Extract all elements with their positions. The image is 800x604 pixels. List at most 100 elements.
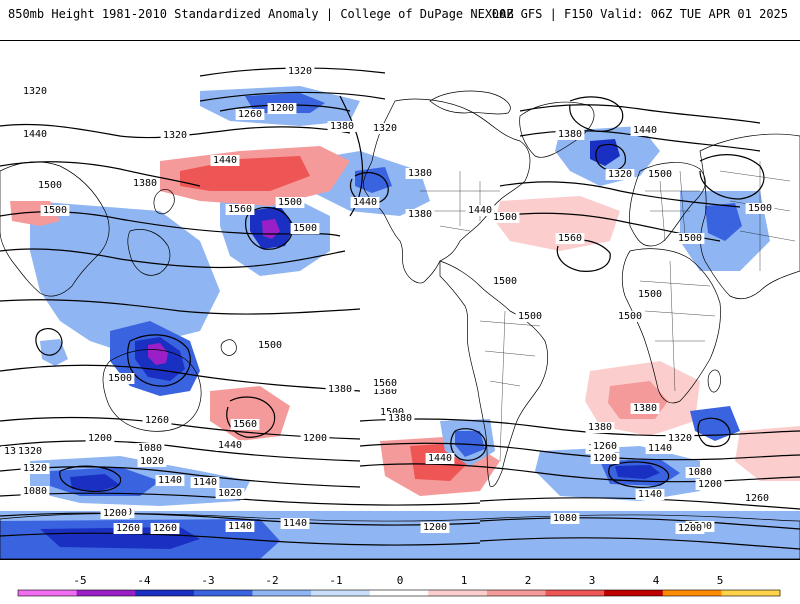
anomaly-region [690,406,740,441]
colorbar-segment [76,590,136,596]
contour-label: 1320 [288,66,312,77]
contour-label-background [230,419,260,430]
contour-label: 1440 [353,197,377,208]
contour-label: 1140 [638,489,662,500]
contour-label-background [405,209,435,220]
contour-label-background [255,340,285,351]
colorbar-tick-label: -1 [329,574,342,587]
contour-label: 1260 [153,523,177,534]
contour-label-background [235,109,265,120]
contour-label-background [113,523,143,534]
contour-label-background [630,125,660,136]
contour-label: 1380 [558,129,582,140]
contour-label-background [290,223,320,234]
colorbar-outline [17,589,781,597]
colorbar-segment [604,590,664,596]
contour-label: 1260 [745,493,769,504]
height-contour-line [479,517,800,530]
contour-label: 1080 [138,443,162,454]
contour-label-background [135,443,165,454]
height-contour-line [245,206,293,250]
contour-label-background [327,121,357,132]
contour-label-background [675,233,705,244]
height-contour-line [349,172,389,205]
height-contour-line [35,328,63,356]
height-contour-line [479,537,800,550]
colorbar-tick-label: 5 [717,574,724,587]
colorbar-tick-label: 1 [461,574,468,587]
contour-label: 1380 [328,384,352,395]
contour-label: 1140 [228,521,252,532]
height-contour-line [697,417,731,448]
contour-label: 1500 [493,212,517,223]
anomaly-region [615,465,660,479]
contour-label: 1320 [23,463,47,474]
contour-labels: 1320 1320 1200 1260 1440 1320 1380 1320 1500 1380… [1,66,775,534]
contour-label: 1440 [213,155,237,166]
contour-label-background [635,489,665,500]
colorbar-tick-label: 2 [525,574,532,587]
contour-label: 1320 [608,169,632,180]
anomaly-region [70,474,120,491]
contour-label: 1080 [23,486,47,497]
contour-label: 1080 [688,467,712,478]
contour-label: 1500 [293,223,317,234]
anomaly-map: 1320 1320 1200 1260 1440 1320 1380 1320 1500 1380… [0,40,800,560]
contour-label-background [285,66,315,77]
contour-label-background [490,276,520,287]
contour-label-background [225,521,255,532]
colorbar-segment [545,590,605,596]
contour-label-background [515,311,545,322]
height-contour-line [450,428,487,461]
height-contour-line [499,181,741,208]
contour-label: 1320 [668,433,692,444]
height-contour-line [359,463,800,483]
height-contour-line [0,466,361,488]
contour-label: 1320 [163,130,187,141]
height-contour-line [59,465,122,492]
contour-label: 1500 [38,180,62,191]
anomaly-region [495,196,620,251]
colorbar-segment [428,590,488,596]
contour-label-background [300,433,330,444]
anomaly-region [148,343,168,365]
contour-label-background [385,413,415,424]
contour-label: 1380 [408,168,432,179]
colorbar-tick-label: 0 [397,574,404,587]
contour-label: 1020 [218,488,242,499]
contour-label-background [555,233,585,244]
contour-label-background [590,453,620,464]
contour-label-background [405,168,435,179]
anomaly-region [355,167,392,193]
contour-label-background [645,443,675,454]
contour-label-background [425,453,455,464]
contour-label-background [150,523,180,534]
anomaly-region [40,339,68,366]
contour-label: 1380 [330,121,354,132]
colorbar-segment [721,590,781,596]
contour-label-background [190,477,220,488]
contour-label: 1500 [518,311,542,322]
height-contour-line [127,334,191,387]
contour-label: 1260 [238,109,262,120]
height-contour-line [0,512,481,526]
contour-label-background [590,441,620,452]
political-borders [420,161,796,462]
map-canvas: 1320 1320 1200 1260 1440 1320 1380 1320 1500 1380… [0,66,800,559]
contour-label: 1200 [103,508,127,519]
contour-label: 1500 [380,407,404,418]
contour-label: 1500 [678,233,702,244]
contour-label-background [555,129,585,140]
contour-label: 1500 [258,340,282,351]
colorbar-segment [369,590,429,596]
contour-label: 1320 [18,446,42,457]
colorbar-tick-label: -4 [137,574,151,587]
contour-label: 1500 [638,289,662,300]
contour-label: 1320 [373,123,397,134]
height-contour-line [226,396,276,438]
contour-label-background [160,130,190,141]
height-contour-line [556,238,611,272]
contour-label: 1500 [748,203,772,214]
contour-label-background [130,178,160,189]
contour-label: 1440 [23,129,47,140]
